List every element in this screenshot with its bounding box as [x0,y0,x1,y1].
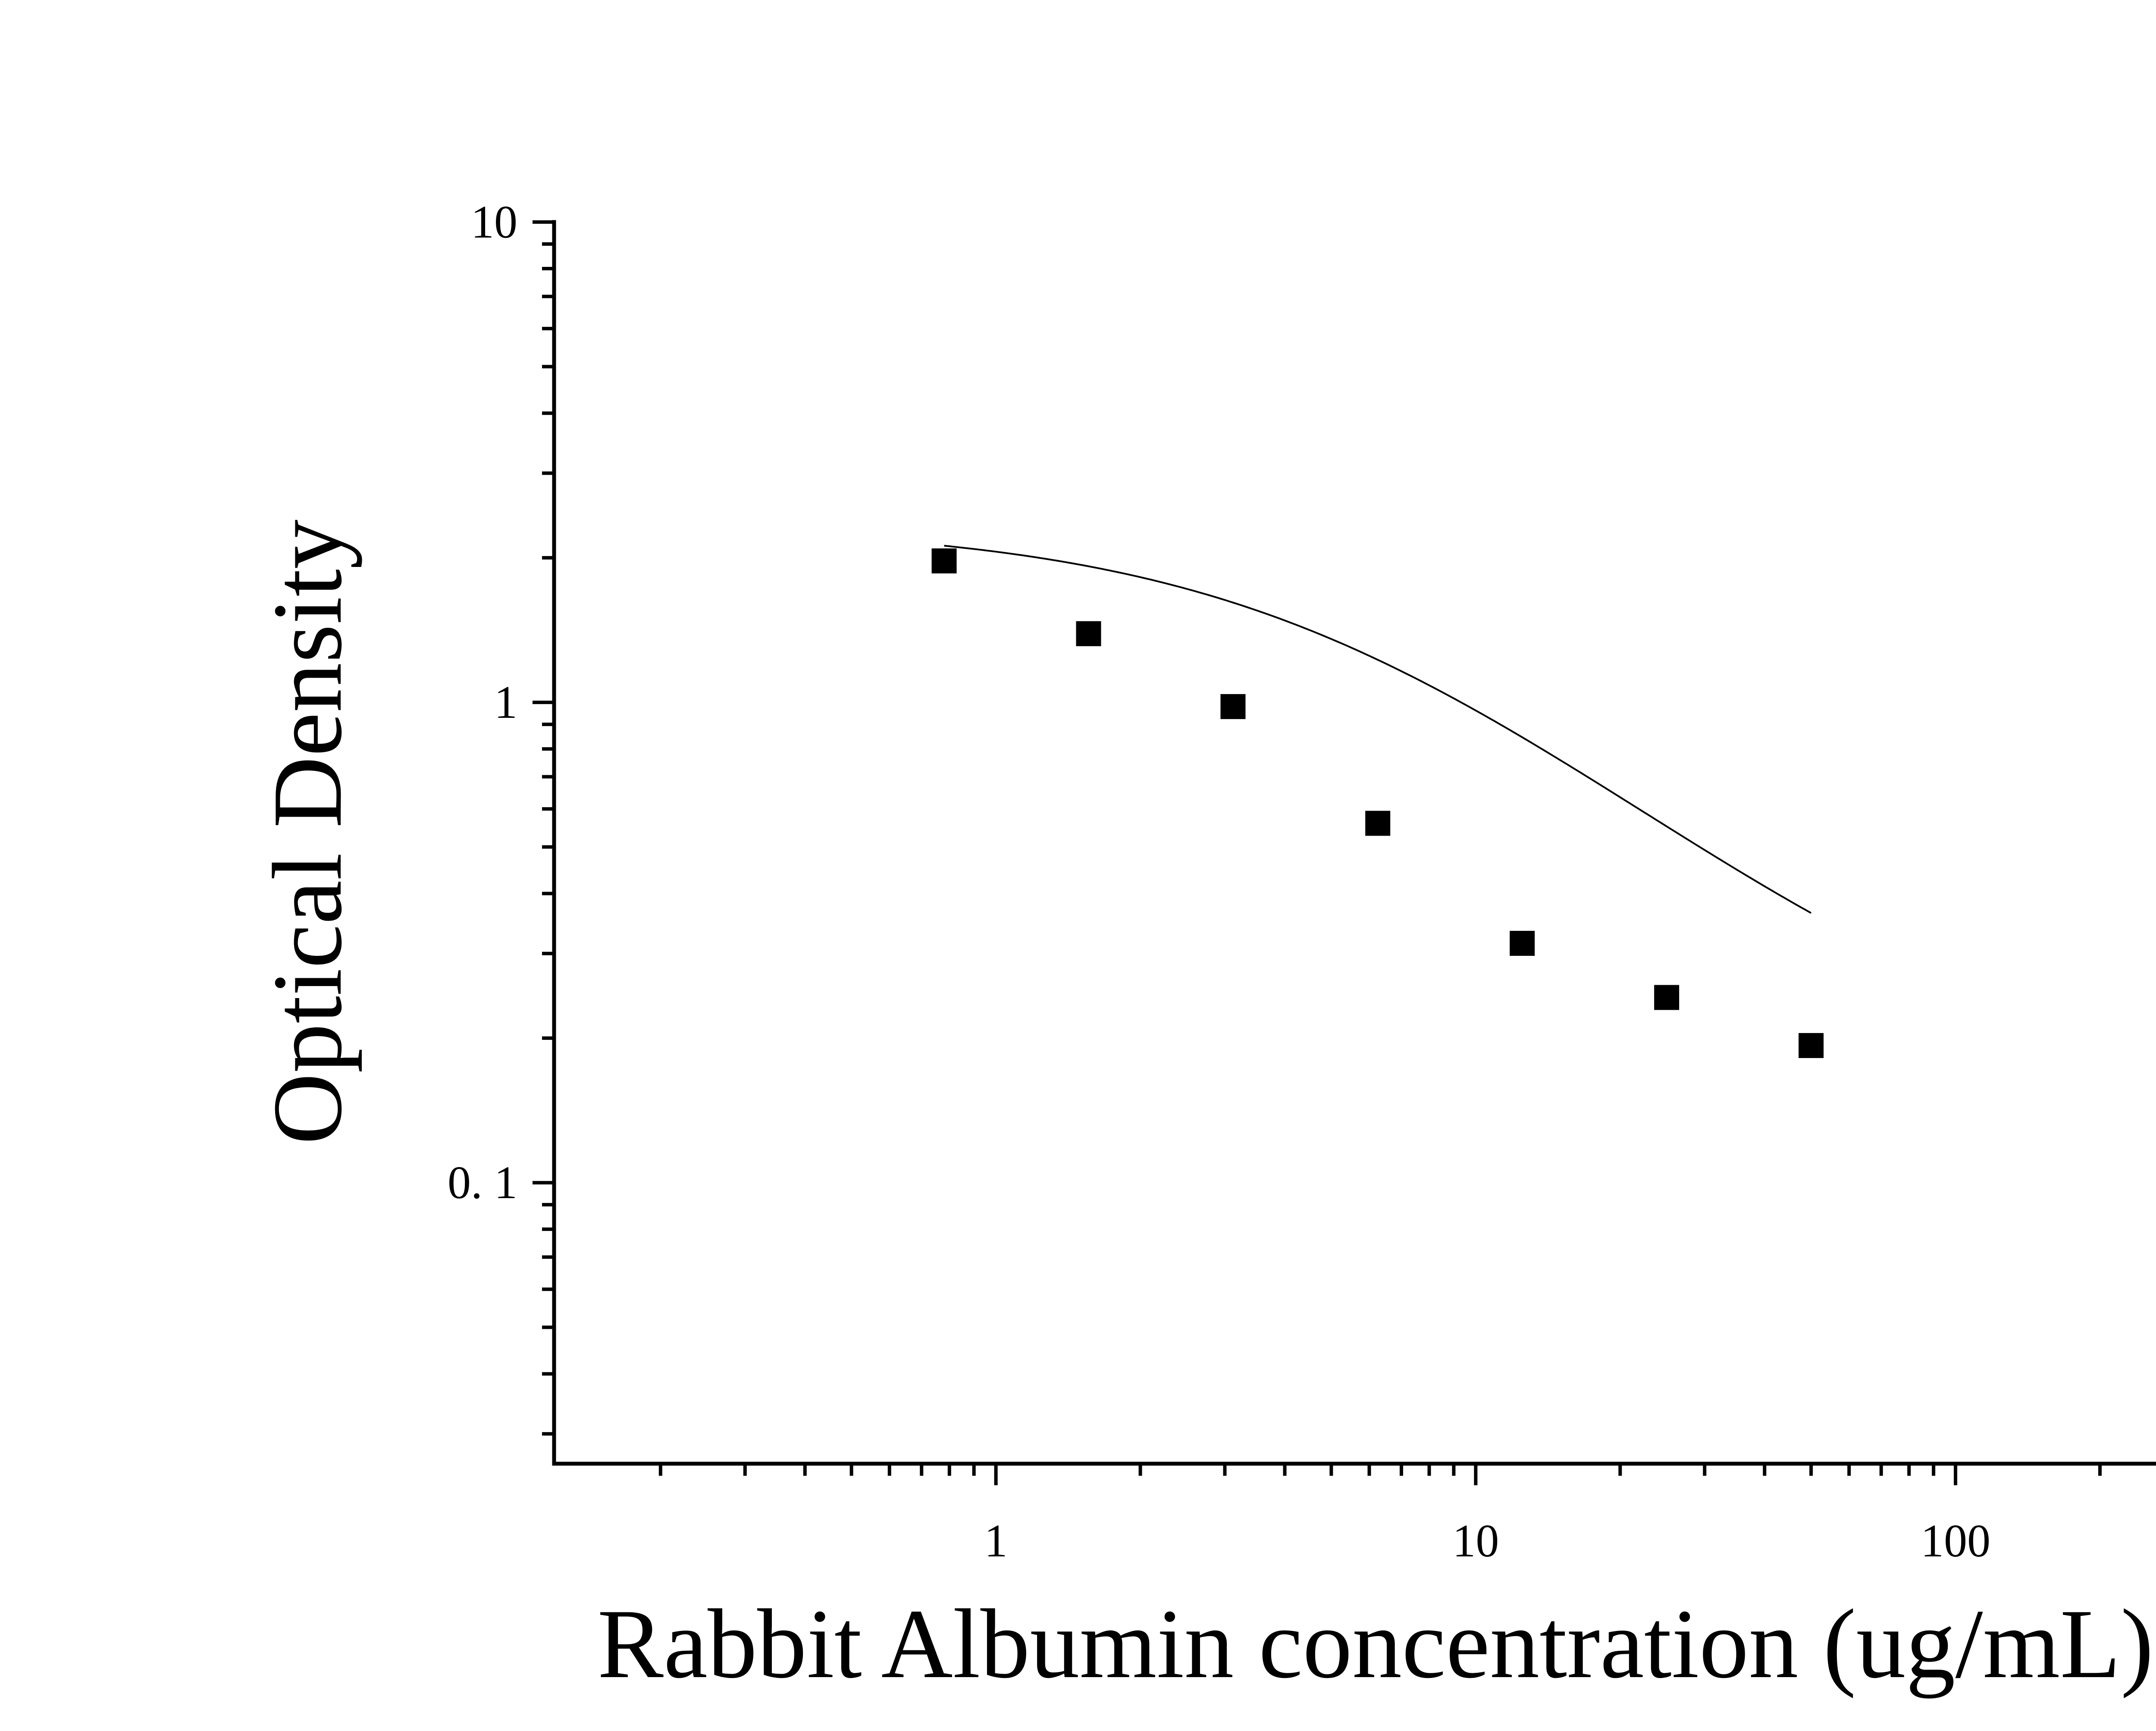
data-points [931,548,1824,1058]
y-tick-label: 1 [494,677,517,728]
data-point [1220,694,1246,719]
y-tick-label: 10 [471,197,517,248]
y-axis: 0. 1 1 10 [448,197,556,1466]
x-tick-label: 10 [1452,1515,1499,1567]
x-tick-label: 100 [1921,1515,1990,1567]
y-tick-label: 0. 1 [448,1157,517,1208]
data-point [1365,811,1391,836]
data-point [1799,1033,1824,1058]
data-point [1510,931,1535,956]
x-tick-label: 1 [984,1515,1008,1567]
data-point [1654,985,1680,1010]
fit-curve [944,545,1812,914]
data-point [1076,621,1101,646]
y-axis-title: Optical Density [252,520,362,1145]
x-axis: 1 10 100 [552,1462,2156,1567]
x-axis-title: Rabbit Albumin concentration (ug/mL) [597,1589,2153,1699]
data-point [931,548,957,574]
